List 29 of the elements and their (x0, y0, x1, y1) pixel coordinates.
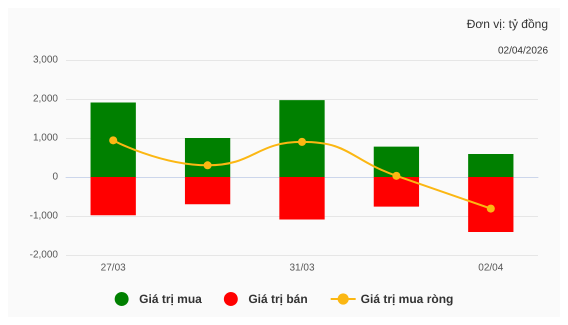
bar (374, 177, 420, 207)
y-tick-label: 0 (52, 172, 58, 182)
point (204, 161, 212, 170)
point (486, 204, 495, 213)
x-tick-label: 02/04 (478, 262, 504, 274)
y-tick-label: 1,000 (32, 132, 58, 144)
point (109, 136, 118, 144)
y-tick-label: 2,000 (32, 94, 58, 104)
legend-label: Giá trị mua (139, 292, 202, 306)
bar (374, 146, 420, 177)
bar (468, 177, 514, 232)
y-tick-label: -1,000 (30, 210, 58, 222)
point (298, 138, 306, 146)
text: Đơn vị: tỷ đồng (466, 17, 548, 31)
bar (90, 102, 136, 177)
bar (468, 154, 514, 177)
legend-label: Giá trị bán (248, 292, 308, 306)
text: 02/04/2026 (498, 46, 548, 56)
bar (279, 177, 325, 220)
y-tick-label: 3,000 (32, 54, 58, 66)
x-tick-label: 31/03 (289, 262, 315, 274)
y-tick-label: -2,000 (30, 250, 58, 260)
legend-label: Giá trị mua ròng (360, 292, 454, 306)
bar (184, 138, 230, 177)
point (392, 172, 400, 180)
bar (184, 177, 230, 204)
bar (90, 177, 136, 216)
x-tick-label: 27/03 (100, 262, 126, 274)
bar (279, 100, 325, 177)
